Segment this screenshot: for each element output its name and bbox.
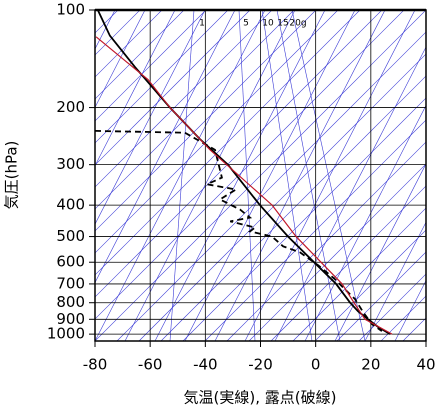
- moist-adiabat: [244, 10, 416, 341]
- moist-adiabat: [304, 104, 426, 341]
- dry-adiabat: [95, 10, 405, 320]
- dry-adiabat: [95, 10, 119, 34]
- mixing-ratio-line: [261, 10, 313, 341]
- y-tick-label: 800: [56, 293, 85, 311]
- dry-adiabat: [138, 53, 426, 341]
- y-tick-label: 1000: [47, 325, 85, 343]
- dry-adiabat: [314, 229, 426, 341]
- mixing-ratio-line: [238, 10, 256, 341]
- dry-adiabat: [182, 97, 426, 341]
- profile-line: [96, 10, 391, 335]
- mixing-ratio-line: [291, 10, 366, 341]
- x-tick-label: 0: [311, 356, 321, 374]
- mixing-ratio-label: 10: [262, 19, 274, 29]
- dry-adiabat: [95, 10, 361, 276]
- x-tick-label: 40: [416, 356, 435, 374]
- dry-adiabat: [95, 10, 383, 298]
- dry-adiabat: [226, 141, 426, 341]
- y-tick-label: 500: [56, 227, 85, 245]
- y-tick-label: 300: [56, 155, 85, 173]
- dry-adiabat: [95, 10, 251, 166]
- dry-adiabat: [95, 10, 426, 341]
- mixing-ratio-line: [169, 10, 195, 341]
- dry-adiabat: [204, 119, 426, 341]
- moist-adiabat: [364, 221, 426, 341]
- y-tick-label: 700: [56, 274, 85, 292]
- mixing-ratio-label: 5: [243, 19, 249, 29]
- dry-adiabat: [95, 10, 141, 56]
- moist-adiabat: [95, 10, 206, 225]
- profile-line: [95, 36, 393, 335]
- dry-adiabat: [380, 295, 426, 341]
- x-tick-label: 20: [361, 356, 380, 374]
- moist-adiabat: [124, 10, 296, 341]
- x-tick-label: -40: [193, 356, 218, 374]
- x-tick-label: -20: [248, 356, 273, 374]
- y-tick-label: 600: [56, 253, 85, 271]
- moist-adiabat: [274, 46, 426, 341]
- dry-adiabat: [95, 10, 273, 188]
- moist-adiabat: [184, 10, 356, 341]
- dry-adiabat: [116, 31, 426, 341]
- y-axis-title: 気圧(hPa): [3, 141, 21, 210]
- y-tick-label: 100: [56, 1, 85, 19]
- dry-adiabat: [95, 10, 317, 232]
- moist-adiabat: [95, 10, 146, 109]
- mixing-ratio-line: [276, 10, 341, 341]
- x-tick-label: -60: [138, 356, 163, 374]
- profiles: [95, 10, 393, 335]
- dry-adiabat: [95, 10, 339, 254]
- moist-adiabat: [95, 10, 266, 341]
- moist-adiabat: [95, 10, 176, 167]
- thermo-lines: [95, 10, 426, 341]
- dry-adiabat: [95, 10, 229, 144]
- moist-adiabat: [154, 10, 326, 341]
- mixing-ratio-label: 20g: [289, 19, 306, 29]
- profile-line: [95, 130, 383, 332]
- dry-adiabat: [292, 207, 426, 341]
- dry-adiabat: [95, 10, 207, 122]
- dry-adiabat: [160, 75, 426, 341]
- mixing-ratio-label: 15: [277, 19, 288, 29]
- dry-adiabat: [95, 10, 163, 78]
- moist-adiabat: [394, 279, 426, 341]
- y-tick-label: 900: [56, 310, 85, 328]
- dry-adiabat: [248, 163, 426, 341]
- moist-adiabat: [334, 163, 426, 341]
- mixing-ratio-label: 1: [199, 19, 205, 29]
- dry-adiabat: [95, 10, 97, 12]
- dry-adiabat: [336, 251, 426, 341]
- moist-adiabat: [214, 10, 386, 341]
- y-tick-label: 200: [56, 98, 85, 116]
- x-tick-label: -80: [83, 356, 108, 374]
- x-axis-title: 気温(実線), 露点(破線): [184, 389, 337, 407]
- y-tick-label: 400: [56, 196, 85, 214]
